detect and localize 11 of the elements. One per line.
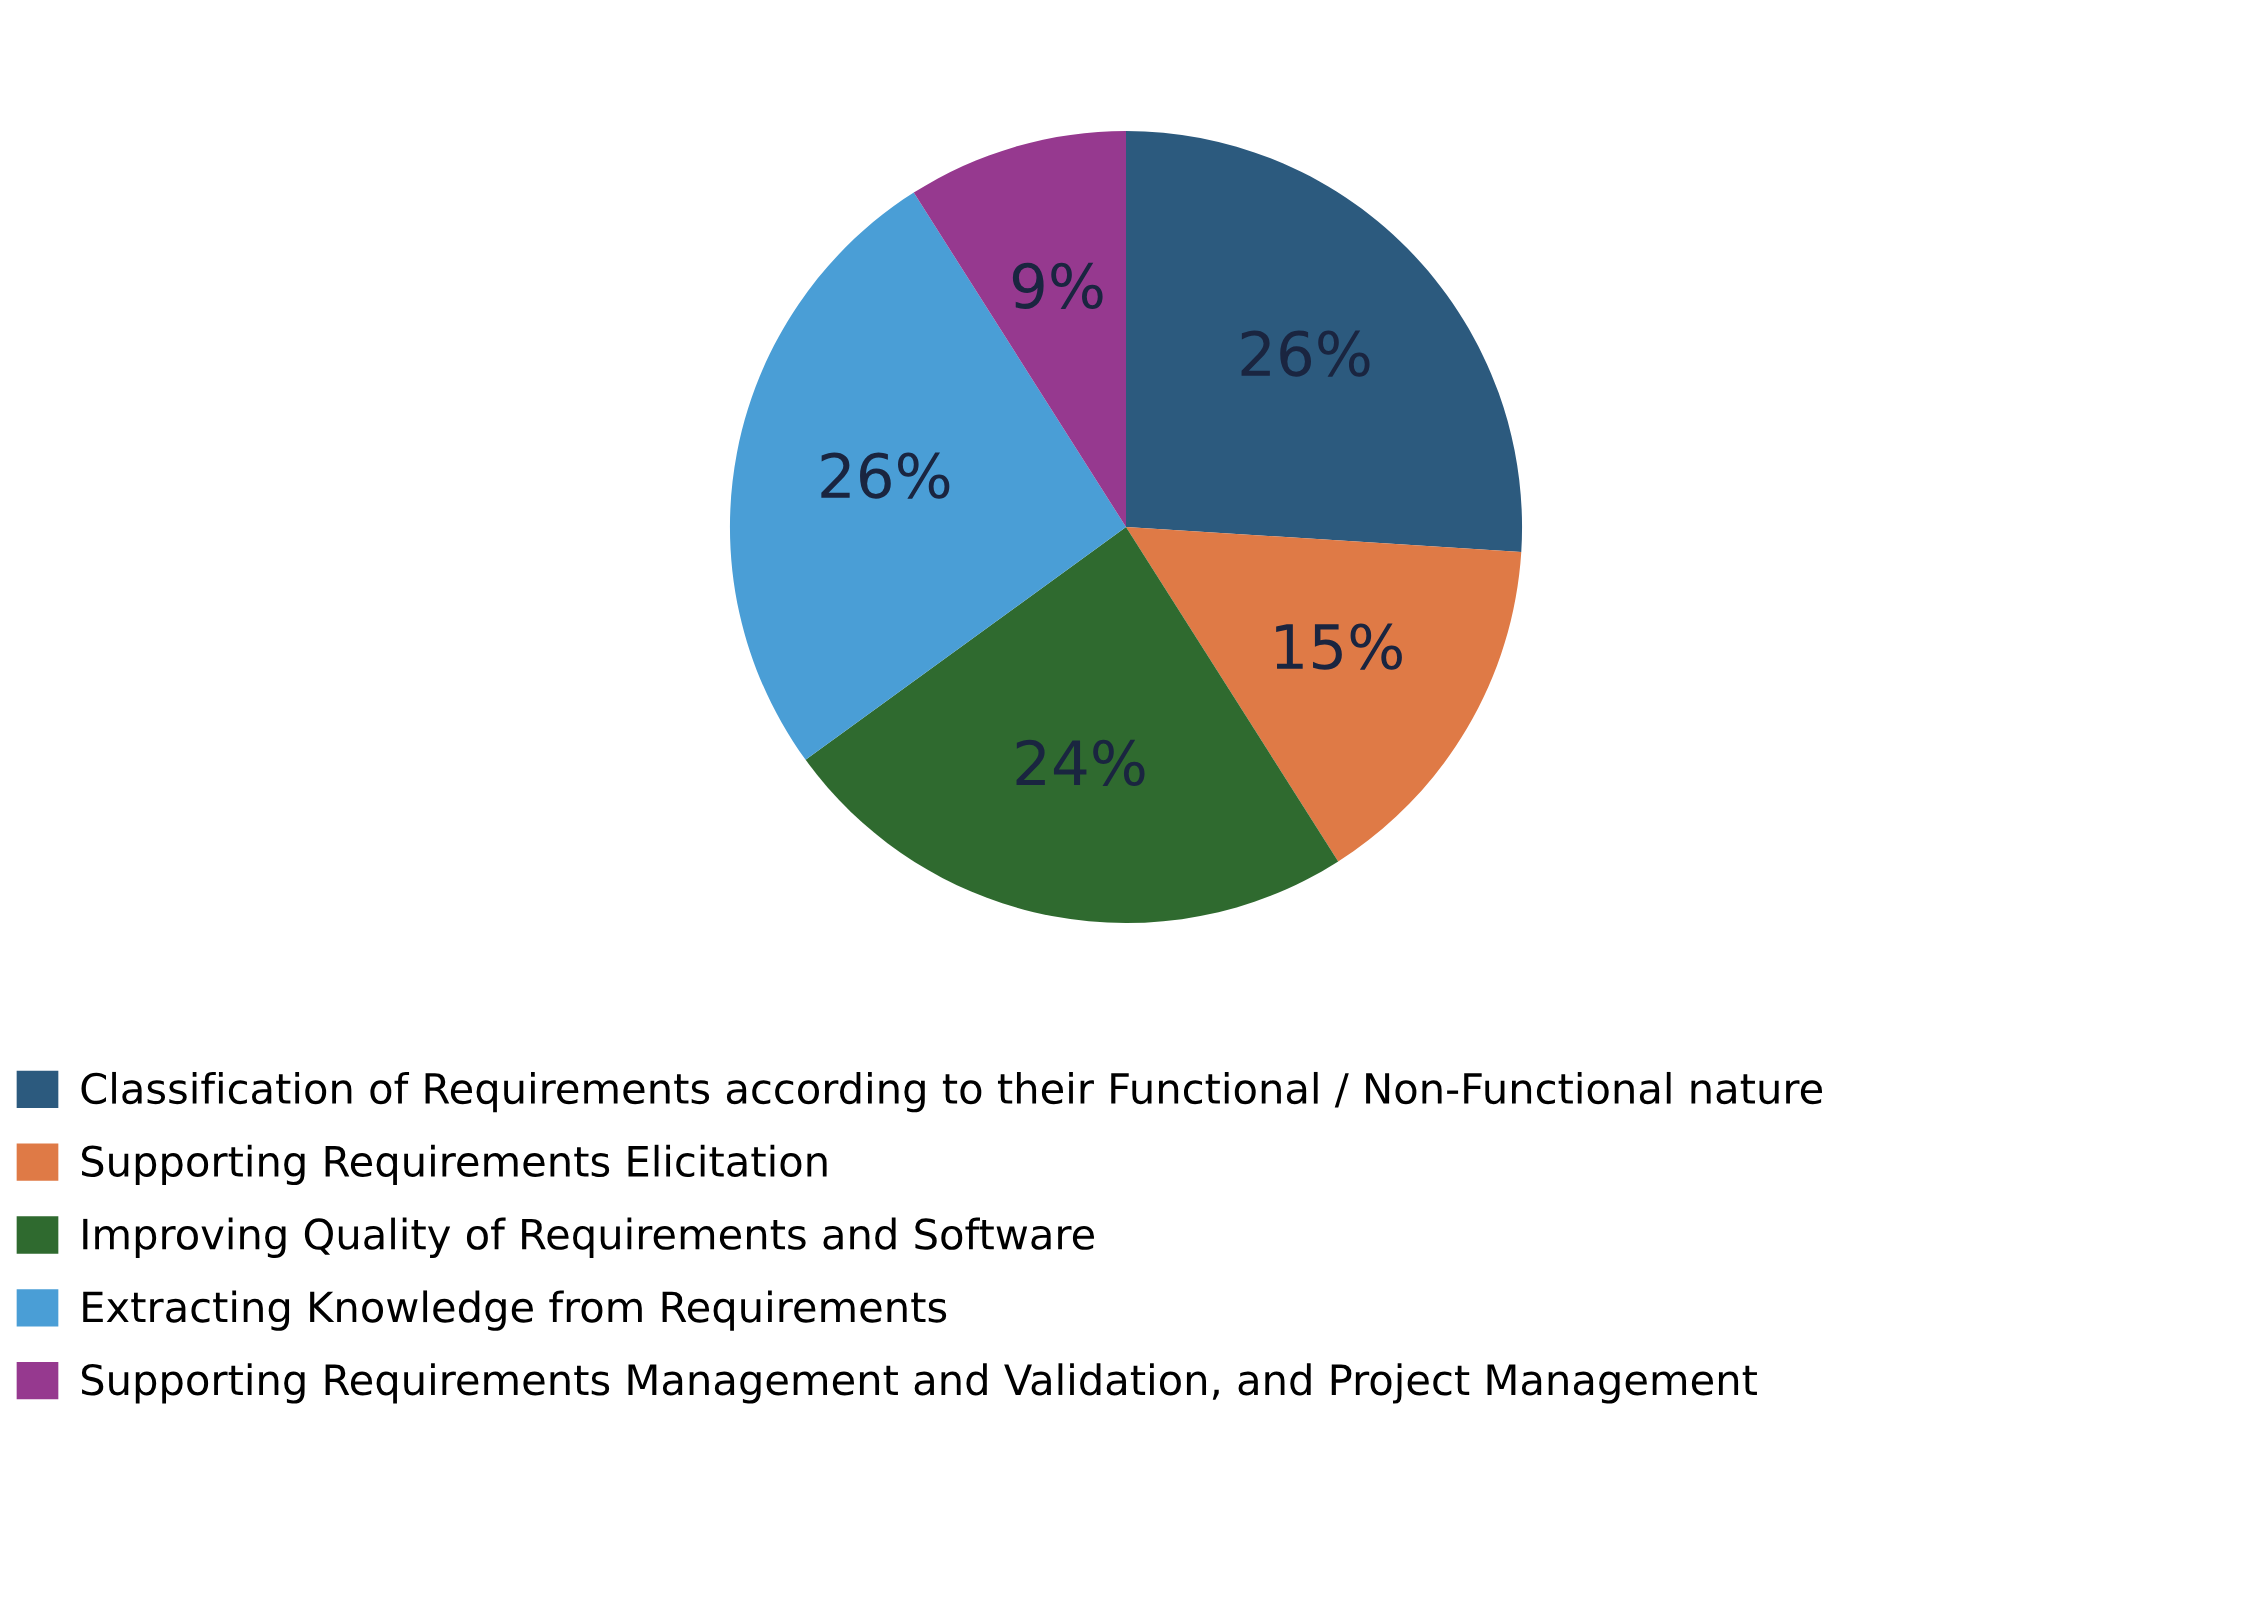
data-label: 26% — [1241, 330, 1370, 377]
legend-label: Classification of Requirements according to their Functional / Non-Functional nature — [81, 1071, 1822, 1113]
data-label: 26% — [821, 452, 950, 499]
data-label: 15% — [1276, 623, 1402, 670]
legend-label: Extracting Knowledge from Requirements — [83, 1290, 947, 1331]
pie-slice — [1126, 130, 1523, 552]
legend-label: Supporting Requirements Management and Validation, and Project Management — [81, 1363, 1757, 1404]
legend-label: Improving Quality of Requirements and Software — [83, 1217, 1095, 1258]
data-label: 24% — [1016, 739, 1145, 786]
data-label: 9% — [1012, 262, 1103, 309]
legend-label: Supporting Requirements Elicitation — [81, 1144, 827, 1186]
